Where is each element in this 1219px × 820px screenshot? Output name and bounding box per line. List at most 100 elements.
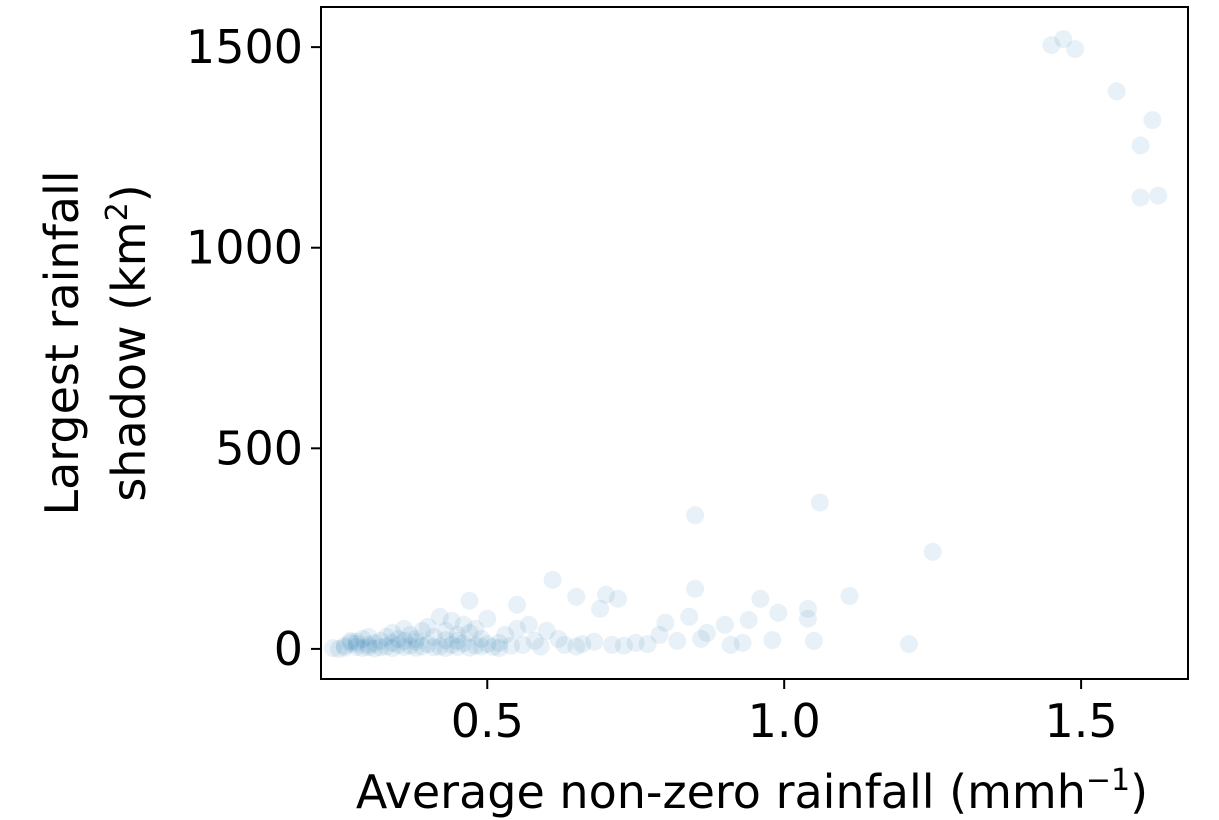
data-point [626, 633, 645, 652]
data-point [472, 629, 491, 648]
data-point [567, 587, 586, 606]
data-point [430, 607, 449, 626]
data-point [733, 633, 752, 652]
data-point [721, 635, 740, 654]
data-point [353, 629, 372, 648]
data-point [460, 591, 479, 610]
data-point [460, 638, 479, 657]
data-point [502, 636, 520, 655]
data-point [401, 625, 420, 644]
data-point [739, 611, 758, 629]
data-point [383, 633, 402, 652]
data-point [359, 627, 378, 646]
data-point [1054, 30, 1073, 49]
data-point [377, 637, 396, 656]
data-point [804, 631, 823, 650]
data-point [603, 635, 621, 654]
data-point [472, 637, 491, 656]
y-axis: 0 500 1000 1500 [186, 20, 321, 676]
data-point [525, 631, 544, 650]
data-point [341, 631, 360, 650]
data-point [383, 623, 402, 642]
data-point [436, 621, 455, 640]
data-point [341, 633, 360, 652]
data-point [466, 636, 485, 655]
data-point [513, 635, 532, 654]
data-point [460, 623, 479, 642]
data-point [389, 629, 408, 648]
data-point [418, 635, 437, 654]
data-point [1143, 111, 1162, 130]
data-point [686, 506, 705, 525]
data-point [401, 636, 420, 655]
data-point [347, 632, 366, 651]
x-tick-label: 1.0 [748, 694, 821, 748]
data-point [407, 638, 425, 657]
data-point [496, 625, 515, 644]
data-point [413, 637, 431, 656]
data-point [448, 625, 467, 644]
data-point [383, 639, 402, 658]
data-point [395, 637, 414, 656]
data-point [810, 493, 829, 512]
data-point [407, 632, 425, 651]
y-tick-label: 1500 [186, 20, 303, 74]
data-point [519, 615, 538, 634]
data-point [490, 633, 509, 652]
data-point [769, 603, 788, 622]
data-point [549, 629, 568, 648]
data-point [656, 613, 675, 632]
data-point [371, 638, 390, 657]
data-point [329, 639, 348, 658]
y-tick-label: 0 [274, 622, 303, 676]
data-point [436, 639, 455, 658]
data-point [359, 635, 378, 654]
data-point [608, 589, 627, 608]
data-point [478, 609, 497, 628]
data-point [840, 587, 859, 605]
data-point [555, 635, 574, 654]
x-axis: 0.5 1.0 1.5 [451, 679, 1118, 748]
data-point [1131, 188, 1150, 207]
data-point [1066, 40, 1085, 59]
data-point [418, 617, 437, 636]
data-point [353, 639, 372, 658]
data-point [484, 637, 503, 656]
data-point [365, 634, 384, 653]
data-point [1042, 36, 1061, 55]
data-point [424, 638, 443, 657]
points-layer [323, 30, 1168, 658]
plot-frame [320, 6, 1189, 680]
data-point [395, 619, 414, 638]
data-point [543, 570, 562, 589]
y-axis-label-line2: shadow (km2) [100, 184, 156, 501]
x-tick-label: 1.5 [1045, 694, 1118, 748]
data-point [454, 634, 473, 653]
data-point [763, 631, 782, 650]
data-point [1149, 186, 1168, 205]
data-point [335, 636, 354, 655]
data-point [371, 631, 390, 650]
data-point [650, 625, 669, 644]
data-point [335, 638, 354, 657]
data-point [365, 639, 384, 658]
data-point [424, 627, 443, 646]
data-point [668, 631, 687, 650]
data-point [377, 627, 396, 646]
x-tick-label: 0.5 [451, 694, 524, 748]
data-point [448, 631, 467, 650]
data-point [359, 638, 378, 657]
data-point [448, 637, 467, 656]
data-point [430, 637, 449, 656]
y-tick-label: 1000 [186, 221, 303, 275]
data-point [680, 607, 699, 626]
data-point [413, 621, 431, 640]
data-point [692, 629, 711, 648]
data-point [585, 632, 604, 651]
data-point [442, 611, 461, 630]
data-point [531, 637, 550, 656]
data-point [798, 609, 817, 628]
y-axis-label-line1: Largest rainfall [35, 170, 89, 515]
data-point [389, 635, 408, 654]
data-point [614, 636, 633, 655]
